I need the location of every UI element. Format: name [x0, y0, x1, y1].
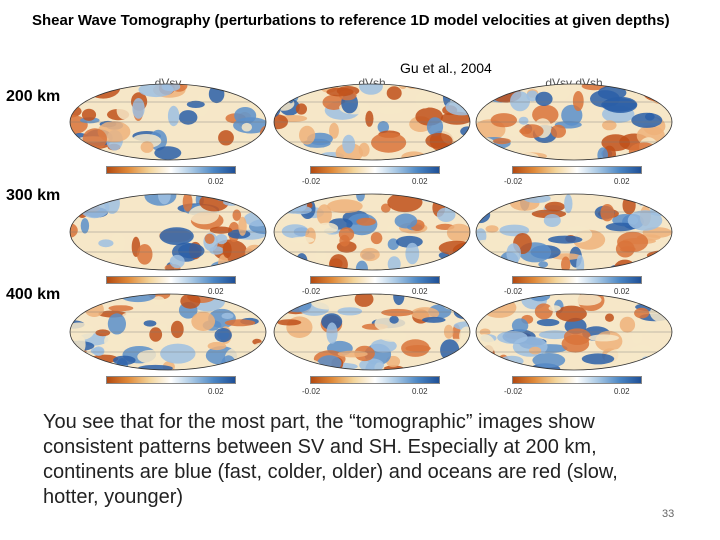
colorbar-min: -0.02 — [302, 177, 321, 186]
colorbar — [106, 166, 236, 174]
panel-300-dvsv-dvsh: -0.02 0.02 — [474, 186, 674, 304]
tomography-map — [68, 76, 268, 169]
colorbar — [512, 376, 642, 384]
colorbar-min: -0.02 — [302, 287, 321, 296]
tomography-map — [272, 186, 472, 279]
tomography-map — [474, 76, 674, 169]
colorbar — [310, 276, 440, 284]
panel-200-dvsv: dVsv 0.02 — [68, 76, 268, 194]
colorbar-min: -0.02 — [504, 177, 523, 186]
slide-body-text: You see that for the most part, the “tom… — [43, 411, 618, 508]
panel-400-dvsh: -0.02 0.02 — [272, 286, 472, 404]
panel-400-dvsv: 0.02 — [68, 286, 268, 404]
colorbar-max: 0.02 — [614, 177, 630, 186]
colorbar — [512, 166, 642, 174]
tomography-map — [474, 186, 674, 279]
colorbar — [310, 376, 440, 384]
tomography-map — [68, 186, 268, 279]
slide-title: Shear Wave Tomography (perturbations to … — [32, 12, 670, 29]
tomography-map — [272, 76, 472, 169]
citation: Gu et al., 2004 — [400, 60, 492, 76]
colorbar — [106, 276, 236, 284]
panel-400-dvsv-dvsh: -0.02 0.02 — [474, 286, 674, 404]
colorbar-min: -0.02 — [504, 387, 523, 396]
colorbar-max: 0.02 — [412, 177, 428, 186]
colorbar-max: 0.02 — [208, 287, 224, 296]
colorbar-max: 0.02 — [208, 177, 224, 186]
panel-200-dvsv-dvsh: dVsv dVsh -0.02 0.02 — [474, 76, 674, 194]
depth-label-300: 300 km — [6, 187, 61, 204]
colorbar-min: -0.02 — [504, 287, 523, 296]
colorbar-max: 0.02 — [412, 387, 428, 396]
depth-label-200: 200 km — [6, 88, 61, 105]
tomography-map — [474, 286, 674, 379]
panel-300-dvsv: 0.02 — [68, 186, 268, 304]
colorbar-max: 0.02 — [614, 387, 630, 396]
tomography-map — [272, 286, 472, 379]
colorbar-min: -0.02 — [302, 387, 321, 396]
depth-label-400: 400 km — [6, 286, 61, 303]
tomography-map — [68, 286, 268, 379]
colorbar-max: 0.02 — [412, 287, 428, 296]
colorbar — [106, 376, 236, 384]
colorbar — [310, 166, 440, 174]
colorbar-max: 0.02 — [208, 387, 224, 396]
colorbar-max: 0.02 — [614, 287, 630, 296]
page-number: 33 — [662, 508, 675, 520]
panel-200-dvsh: dVsh -0.02 0.02 — [272, 76, 472, 194]
panel-300-dvsh: -0.02 0.02 — [272, 186, 472, 304]
colorbar — [512, 276, 642, 284]
